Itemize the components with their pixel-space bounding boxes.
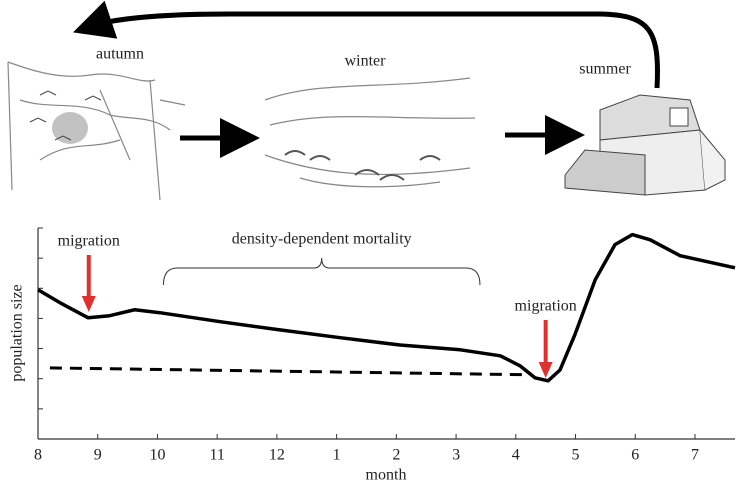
x-tick-label: 6 [631, 447, 639, 464]
x-tick-label: 10 [149, 447, 165, 464]
summer-sketch [564, 94, 726, 196]
annotation: density-dependent mortality [232, 231, 412, 248]
x-tick-label: 4 [512, 447, 520, 464]
x-tick-label: 1 [333, 447, 341, 464]
stage-label: summer [579, 61, 631, 78]
stage-label: winter [345, 53, 387, 70]
population-line [37, 232, 736, 383]
x-tick-label: 3 [452, 447, 460, 464]
y-axis-title: population size [9, 284, 26, 381]
annotation: migration [515, 298, 577, 315]
winter-sketch [264, 77, 476, 188]
x-tick-label: 11 [209, 447, 224, 464]
stage-label: autumn [96, 46, 144, 63]
autumn-sketch [7, 61, 186, 201]
x-tick-label: 8 [34, 447, 42, 464]
x-tick-label: 9 [94, 447, 102, 464]
bracket [162, 257, 481, 286]
x-tick-label: 5 [572, 447, 580, 464]
cycle-arrow [73, 0, 660, 89]
x-tick-label: 12 [269, 447, 285, 464]
migration-arrowhead [81, 296, 96, 312]
annotation: migration [58, 233, 120, 250]
x-tick-label: 2 [392, 447, 400, 464]
migration-arrowhead [538, 362, 553, 378]
population-line [49, 366, 531, 377]
x-tick-label: 7 [691, 447, 699, 464]
x-axis-title: month [366, 467, 407, 484]
